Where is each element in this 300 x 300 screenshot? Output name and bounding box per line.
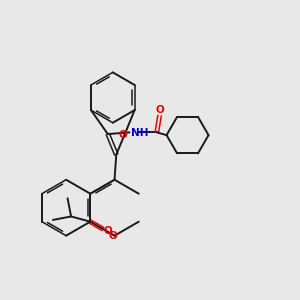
Text: O: O — [119, 130, 128, 140]
Text: O: O — [156, 105, 164, 115]
Text: O: O — [108, 231, 117, 241]
Text: NH: NH — [131, 128, 148, 138]
Text: O: O — [103, 226, 112, 236]
